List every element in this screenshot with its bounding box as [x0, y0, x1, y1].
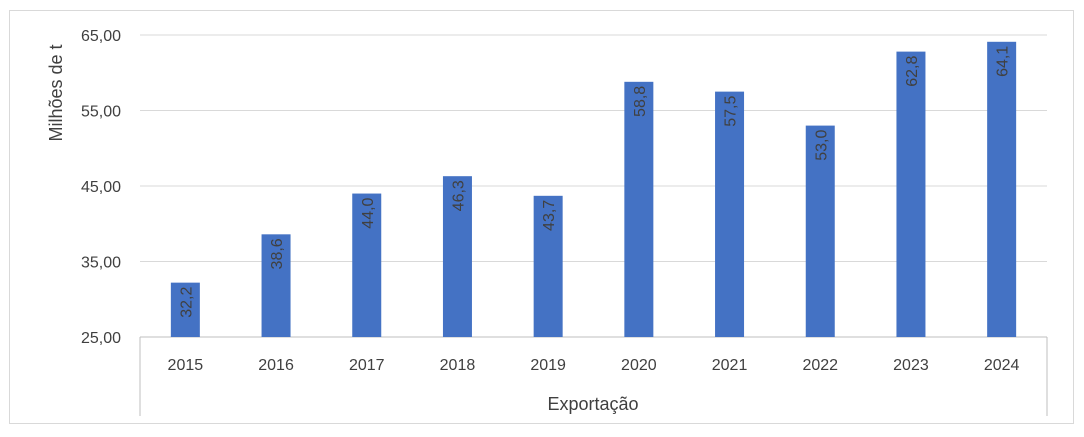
y-tick-label: 25,00 — [81, 330, 121, 347]
y-tick-label: 65,00 — [81, 28, 121, 45]
x-axis-ticks: 2015 2016 2017 2018 2019 2020 2021 2022 2023 2024 — [168, 357, 1020, 374]
x-tick-label: 2020 — [621, 357, 657, 374]
x-axis-title: Exportação — [547, 394, 638, 414]
bar — [715, 91, 745, 337]
data-label: 32,2 — [178, 287, 195, 318]
bar — [533, 195, 563, 337]
x-tick-label: 2019 — [530, 357, 566, 374]
bar — [352, 193, 382, 337]
bars: 32,2 38,6 44,0 46,3 43,7 58,8 57,5 53,0 62,8 64,1 — [170, 41, 1017, 338]
x-tick-label: 2021 — [712, 357, 748, 374]
axes — [139, 336, 1048, 416]
bar — [805, 125, 835, 337]
bar — [442, 176, 472, 337]
bar — [987, 41, 1017, 338]
data-label: 53,0 — [813, 129, 830, 160]
y-tick-label: 55,00 — [81, 104, 121, 121]
y-tick-label: 45,00 — [81, 179, 121, 196]
data-label: 38,6 — [269, 238, 286, 269]
data-label: 44,0 — [360, 197, 377, 228]
y-axis-ticks: 25,00 35,00 45,00 55,00 65,00 — [81, 28, 121, 347]
bar — [896, 51, 926, 338]
data-label: 64,1 — [995, 46, 1012, 77]
y-axis-title: Milhões de t — [46, 44, 66, 141]
data-label: 46,3 — [450, 180, 467, 211]
x-tick-label: 2017 — [349, 357, 385, 374]
x-tick-label: 2022 — [802, 357, 838, 374]
data-label: 58,8 — [632, 86, 649, 117]
bar — [261, 234, 291, 337]
data-label: 57,5 — [723, 96, 740, 127]
bar — [624, 81, 654, 337]
bar — [170, 282, 200, 337]
x-tick-label: 2024 — [984, 357, 1020, 374]
data-label: 43,7 — [541, 200, 558, 231]
gridlines — [140, 34, 1047, 262]
x-tick-label: 2016 — [258, 357, 294, 374]
y-tick-label: 35,00 — [81, 255, 121, 272]
x-tick-label: 2023 — [893, 357, 929, 374]
x-tick-label: 2018 — [440, 357, 476, 374]
x-tick-label: 2015 — [168, 357, 204, 374]
data-label: 62,8 — [904, 56, 921, 87]
